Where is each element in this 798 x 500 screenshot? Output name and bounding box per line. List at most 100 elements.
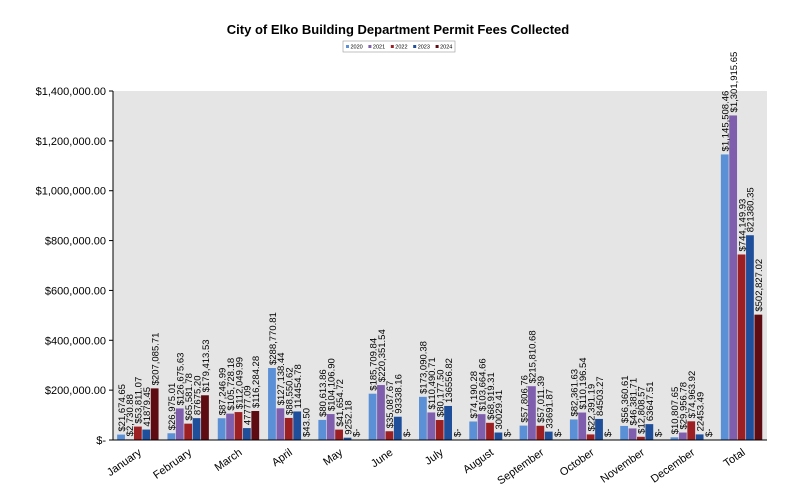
data-label: $46,381.71 — [628, 378, 639, 426]
y-tick-label: $600,000.00 — [45, 285, 106, 297]
data-label: $103,664.66 — [477, 358, 488, 411]
bar-2020 — [419, 396, 427, 440]
data-label: 41879.45 — [142, 387, 153, 427]
bar-2021 — [175, 408, 184, 440]
bar-2020 — [117, 434, 125, 440]
bar-2022 — [435, 420, 444, 440]
data-label: 63647.51 — [645, 382, 656, 422]
bar-2023 — [192, 418, 201, 440]
x-tick-label: December — [649, 446, 698, 485]
bar-2021 — [326, 414, 335, 440]
x-tick-label: July — [423, 446, 446, 467]
data-label: $74,963.92 — [687, 371, 698, 419]
data-label: $22,391.19 — [586, 384, 597, 432]
data-label: 821380.35 — [746, 187, 757, 232]
data-label: 87675.20 — [192, 376, 203, 416]
y-tick-label: $400,000.00 — [45, 335, 106, 347]
bar-2022 — [284, 417, 293, 440]
legend-label: 2020 — [351, 45, 363, 51]
legend-box — [342, 40, 456, 53]
data-label: 84503.27 — [595, 376, 606, 416]
bar-2023 — [343, 437, 352, 440]
y-tick-label: $1,200,000.00 — [36, 136, 106, 148]
x-tick-label: April — [270, 447, 295, 469]
bar-2023 — [746, 235, 754, 440]
y-tick-label: $1,400,000.00 — [36, 86, 106, 98]
data-label: $207,085.71 — [150, 333, 161, 386]
data-label: $41,654.72 — [335, 379, 346, 427]
data-label: $57,011.39 — [536, 376, 547, 423]
legend: 2020 2021 2022 2023 2024 — [342, 40, 456, 53]
plot-area — [113, 91, 767, 440]
data-label: $29,956.78 — [679, 382, 690, 430]
bar-2022 — [486, 422, 494, 440]
data-label: $215,810.68 — [528, 330, 539, 383]
data-label: $65,581.78 — [184, 373, 195, 421]
bar-2024 — [201, 395, 209, 440]
legend-label: 2024 — [440, 45, 452, 51]
data-label: $57,806.76 — [519, 375, 530, 423]
data-label: $185,709.84 — [368, 338, 379, 391]
data-label: 33691.87 — [545, 389, 556, 429]
legend-label: 2021 — [373, 45, 385, 51]
bar-2022 — [234, 412, 243, 440]
data-label: $- — [603, 429, 614, 437]
data-label: 22453.49 — [695, 392, 706, 432]
bar-2021 — [226, 413, 234, 440]
bar-2024 — [251, 411, 260, 440]
y-tick-label: $200,000.00 — [45, 385, 106, 397]
data-label: $288,770.81 — [268, 312, 279, 365]
x-tick-label: May — [321, 446, 345, 468]
bar-2023 — [293, 411, 302, 440]
y-tick-label: $- — [96, 435, 106, 447]
x-tick-label: February — [151, 446, 194, 481]
data-label: 30029.41 — [494, 390, 505, 430]
data-label: $1,145,508.46 — [721, 91, 732, 152]
bar-2020 — [368, 393, 377, 440]
bars — [117, 115, 763, 441]
bar-2020 — [569, 419, 578, 440]
data-label: $80,177.50 — [436, 369, 447, 417]
bar-2021 — [276, 408, 285, 440]
data-label: $87,246.99 — [217, 368, 228, 416]
bar-2023 — [444, 405, 452, 440]
legend-swatch — [390, 45, 394, 48]
bar-2021 — [729, 115, 738, 441]
bar-2020 — [519, 425, 528, 440]
data-label: $35,087.67 — [385, 381, 396, 429]
bar-2020 — [318, 419, 327, 440]
legend-swatch — [435, 45, 439, 48]
bar-2022 — [637, 436, 645, 440]
bar-2022 — [184, 423, 193, 440]
data-label: $88,550.62 — [285, 367, 296, 415]
x-axis: January February March April May June July Augu… — [105, 446, 748, 487]
x-tick-label: October — [558, 446, 597, 478]
bar-2022 — [133, 426, 142, 440]
data-label: $116,284.28 — [251, 356, 262, 408]
data-label: $110,196.54 — [578, 357, 589, 409]
bar-2023 — [494, 432, 503, 440]
bar-2021 — [578, 412, 587, 440]
data-label: $126,675.63 — [176, 353, 187, 406]
bar-2023 — [695, 434, 704, 440]
data-label: $12,808.57 — [637, 386, 648, 434]
data-label: 93338.16 — [394, 374, 405, 414]
data-label: $56,360.61 — [620, 375, 631, 423]
x-tick-label: January — [105, 446, 144, 479]
data-label: $105,728.18 — [226, 358, 237, 411]
bar-2021 — [477, 414, 486, 440]
data-label: $53,811.07 — [134, 377, 145, 424]
bar-2021 — [528, 386, 536, 440]
data-label: $104,106.90 — [326, 358, 337, 411]
y-axis: $- $200,000.00 $400,000.00 $600,000.00 $800,… — [36, 86, 113, 447]
data-label: $- — [352, 429, 363, 437]
legend-label: 2022 — [395, 45, 407, 51]
data-label: $112,049.99 — [234, 357, 245, 409]
bar-2021 — [628, 428, 637, 440]
data-label: $21,674.65 — [117, 384, 128, 432]
bar-2020 — [167, 433, 176, 440]
bar-2023 — [242, 428, 251, 440]
data-labels: $21,674.65$2,730.88$53,811.0741879.45$20… — [117, 52, 765, 437]
data-label: $80,613.86 — [318, 369, 329, 417]
x-tick-label: Total — [722, 447, 748, 470]
